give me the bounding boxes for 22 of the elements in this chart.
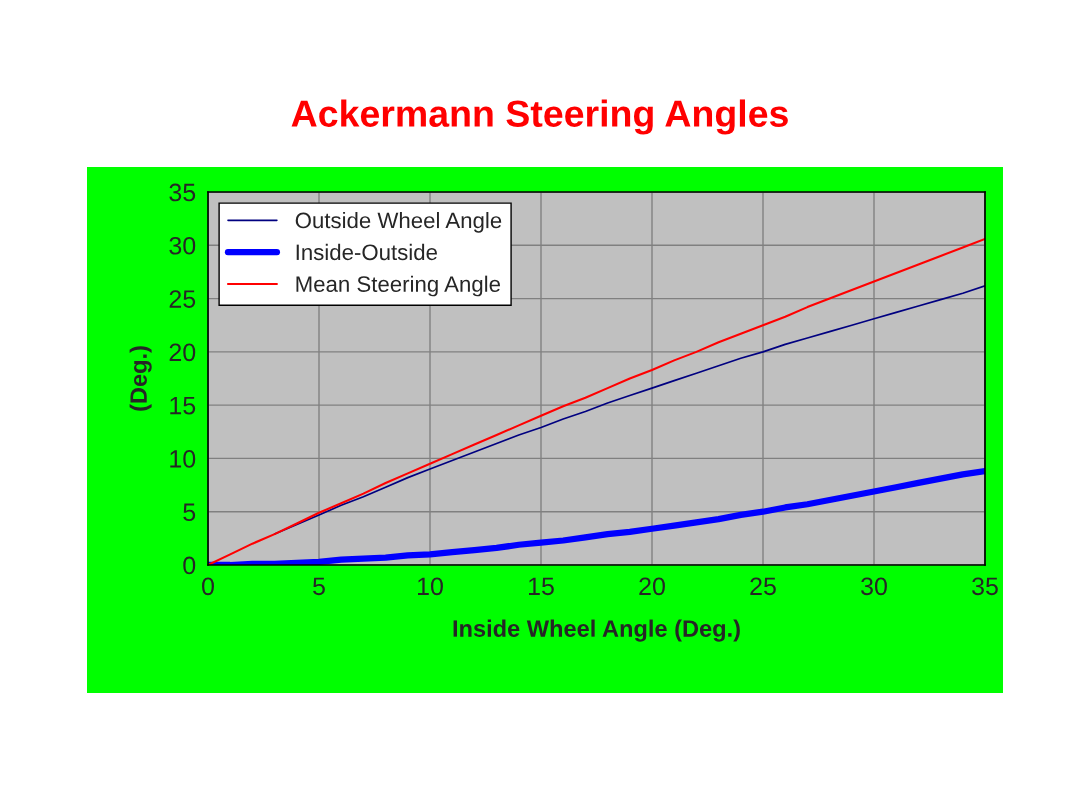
y-tick-label: 10 — [170, 450, 196, 468]
y-axis-title: (Deg.) — [129, 346, 152, 411]
y-tick-label: 5 — [183, 503, 196, 522]
y-tick-label: 15 — [170, 397, 196, 415]
x-tick-label: 15 — [529, 577, 554, 596]
y-tick-label: 35 — [169, 183, 196, 202]
y-tick-label: 30 — [169, 236, 196, 255]
legend-label: Outside Wheel Angle — [295, 212, 502, 233]
chart-title: Ackermann Steering Angles — [291, 99, 788, 135]
x-axis-title: Inside Wheel Angle (Deg.) — [453, 619, 740, 642]
y-tick-label: 25 — [169, 290, 196, 308]
x-tick-label: 25 — [750, 577, 776, 596]
y-tick-label: 0 — [183, 556, 196, 575]
x-tick-label: 20 — [639, 577, 665, 596]
x-tick-label: 5 — [313, 577, 325, 596]
legend-label: Mean Steering Angle — [296, 275, 500, 297]
x-tick-label: 10 — [418, 577, 443, 596]
x-tick-label: 35 — [972, 577, 998, 596]
x-tick-label: 30 — [861, 577, 887, 596]
y-tick-label: 20 — [169, 343, 196, 362]
x-tick-label: 0 — [202, 577, 214, 596]
legend-label: Inside-Outside — [296, 243, 437, 261]
